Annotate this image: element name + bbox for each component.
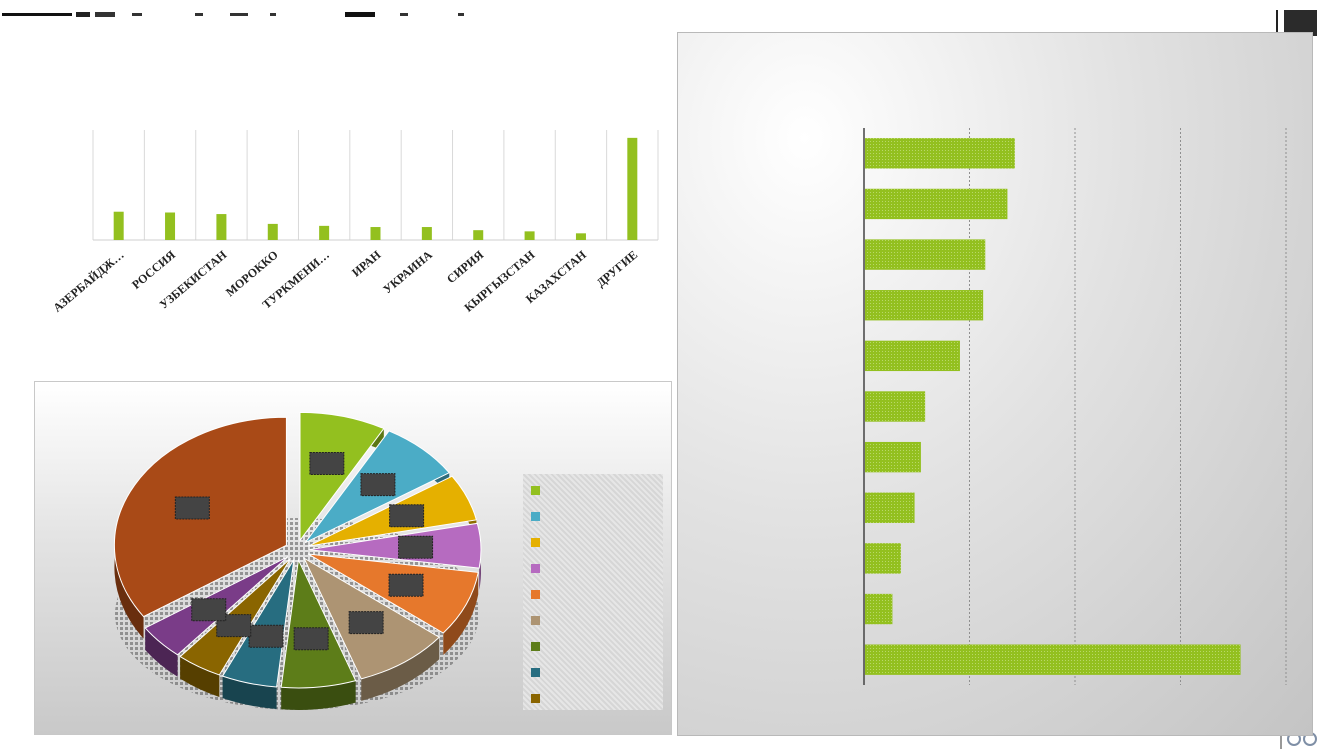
category-label: УКРАИНА xyxy=(380,247,435,296)
country-column-chart: АЗЕРБАЙДЖ… РОССИЯ УЗБЕКИСТАН МОРОККО ТУРКМЕН… xyxy=(40,110,680,370)
horizontal-bar xyxy=(865,644,1241,675)
pie-slice xyxy=(280,558,357,689)
legend-swatch xyxy=(531,486,540,495)
column-bar xyxy=(267,223,278,240)
pie-data-label-box xyxy=(389,504,425,528)
horizontal-bar-chart-svg xyxy=(863,128,1287,685)
column-bar xyxy=(165,212,176,240)
corner-image-fragment xyxy=(1284,10,1317,36)
horizontal-bar xyxy=(865,188,1008,220)
legend-swatch xyxy=(531,616,540,625)
category-label: АЗЕРБАЙДЖ… xyxy=(50,248,126,315)
legend-swatch xyxy=(531,538,540,547)
column-bar xyxy=(575,233,586,240)
category-label: ИРАН xyxy=(349,247,384,279)
column-bar xyxy=(216,214,227,240)
pie-data-label-box xyxy=(360,473,396,497)
pie-slice-side xyxy=(222,676,277,710)
pie-slice xyxy=(299,411,385,542)
pie-data-label-box xyxy=(388,573,424,597)
horizontal-bar xyxy=(865,441,921,473)
column-bar xyxy=(524,231,535,240)
pie-legend xyxy=(523,474,663,710)
column-bar xyxy=(473,230,484,240)
pie-data-label-box xyxy=(174,496,210,520)
category-label: СИРИЯ xyxy=(444,247,486,286)
legend-swatch xyxy=(531,668,540,677)
category-label: ДРУГИЕ xyxy=(594,248,641,290)
corner-divider xyxy=(1276,10,1278,34)
horizontal-bar xyxy=(865,543,901,574)
column-bar xyxy=(421,227,432,240)
column-bar xyxy=(113,211,124,240)
horizontal-bar xyxy=(865,138,1015,169)
column-bar xyxy=(627,137,638,240)
pie-slice xyxy=(308,522,482,569)
top-text-strip xyxy=(0,0,470,26)
column-bar xyxy=(319,225,330,240)
pie-chart-panel xyxy=(34,381,672,735)
pie-slice xyxy=(221,559,295,688)
pie-slice-side xyxy=(180,656,220,697)
horizontal-bar xyxy=(865,593,893,625)
pie-data-label-box xyxy=(248,624,284,648)
legend-swatch xyxy=(531,512,540,521)
pie-slice-side xyxy=(145,627,178,677)
horizontal-bar xyxy=(865,290,984,321)
pie-data-label-box xyxy=(398,535,434,559)
horizontal-bar xyxy=(865,340,960,372)
column-bar xyxy=(370,227,381,240)
column-chart-svg: АЗЕРБАЙДЖ… РОССИЯУЗБЕКИСТАНМОРОККОТУРКМЕН… xyxy=(50,130,659,315)
horizontal-bar-chart-panel xyxy=(677,32,1313,736)
horizontal-bar xyxy=(865,239,986,270)
pie-data-label-box xyxy=(191,598,227,622)
category-label: РОССИЯ xyxy=(129,247,178,291)
horizontal-bar xyxy=(865,391,926,422)
pie-data-label-box xyxy=(309,452,345,476)
pie-data-label-box xyxy=(348,611,384,635)
pie-data-label-box xyxy=(293,627,329,651)
legend-swatch xyxy=(531,694,540,703)
pie-chart-svg xyxy=(113,411,482,710)
legend-swatch xyxy=(531,590,540,599)
horizontal-bar xyxy=(865,492,915,523)
legend-swatch xyxy=(531,564,540,573)
legend-swatch xyxy=(531,642,540,651)
